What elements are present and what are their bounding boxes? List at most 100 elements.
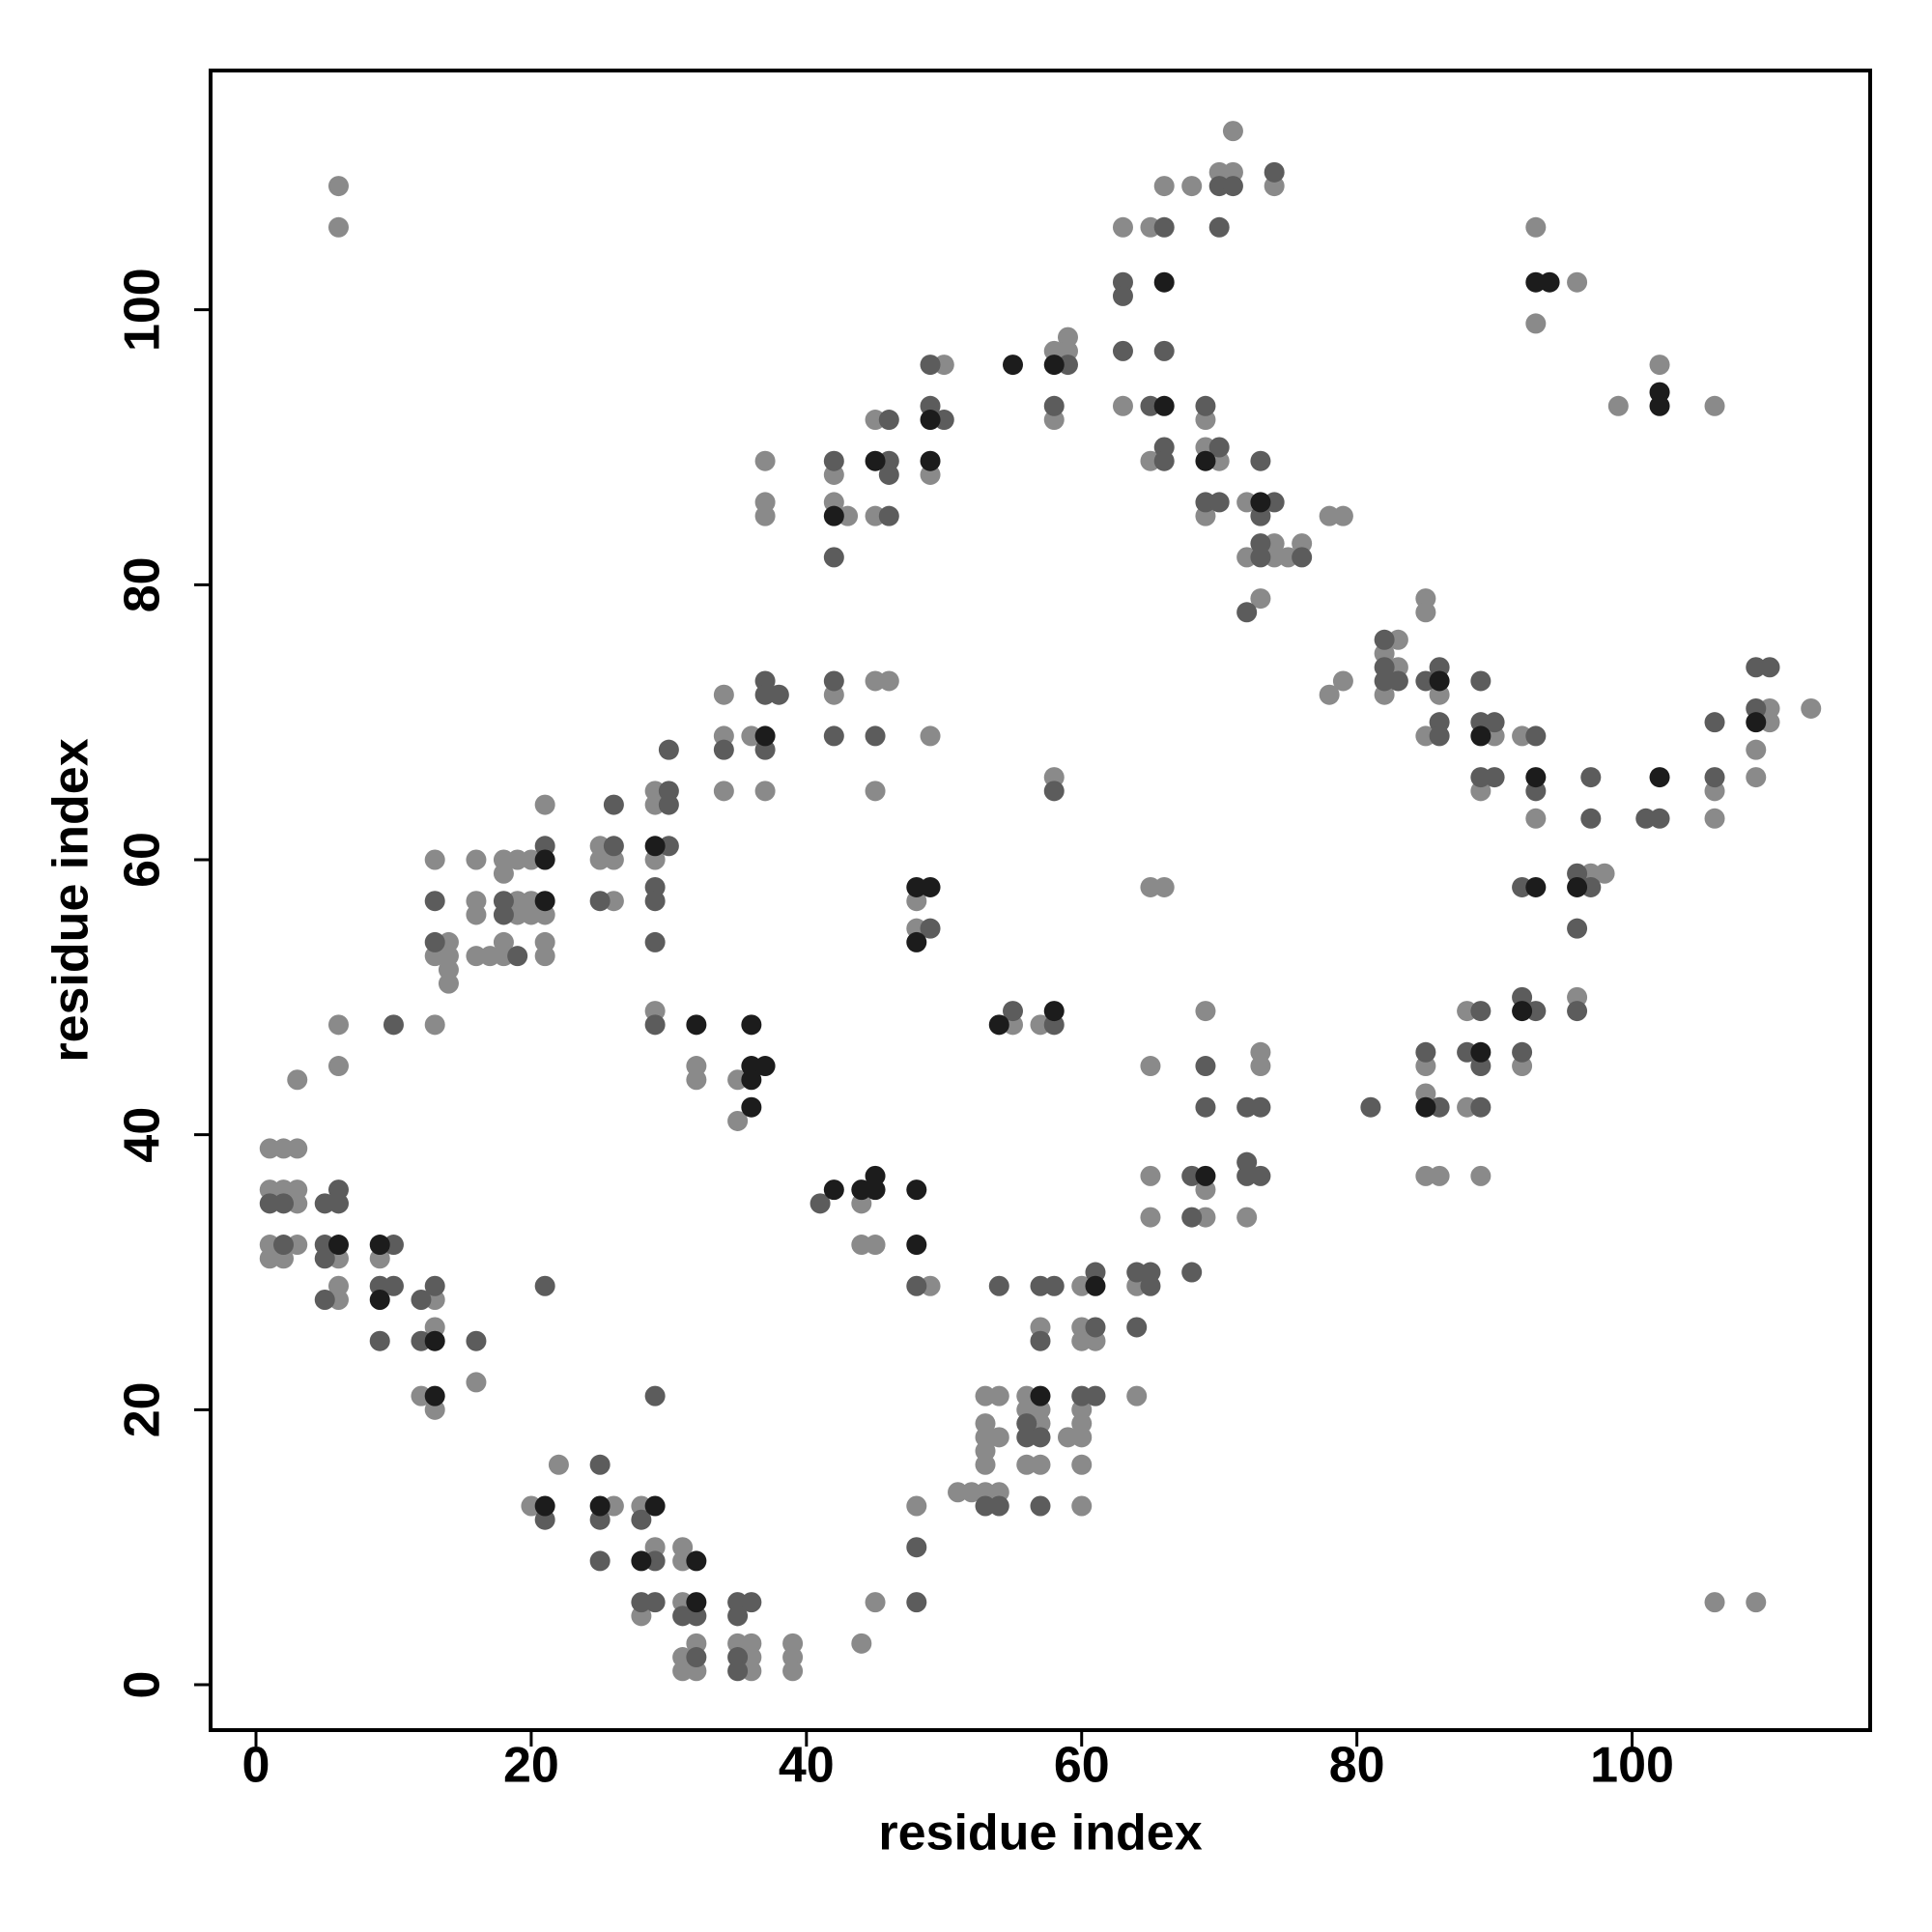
point <box>741 1069 762 1091</box>
point <box>878 410 899 431</box>
point <box>878 464 899 485</box>
point <box>1153 395 1175 416</box>
point <box>1140 1207 1161 1228</box>
point <box>741 1096 762 1118</box>
point <box>1649 808 1670 829</box>
point <box>1580 808 1602 829</box>
point <box>823 547 844 568</box>
point <box>534 794 555 815</box>
point <box>1043 1001 1065 1022</box>
point <box>920 410 941 431</box>
point <box>327 1193 349 1214</box>
point <box>1222 176 1243 197</box>
y-tick-label: 80 <box>115 556 171 612</box>
point <box>1153 450 1175 471</box>
point <box>975 1454 996 1475</box>
point <box>1539 271 1560 293</box>
point <box>1181 176 1203 197</box>
point <box>1236 1207 1258 1228</box>
point <box>754 781 776 802</box>
point <box>424 1385 445 1406</box>
point <box>466 904 487 925</box>
point <box>988 1495 1009 1517</box>
point <box>1470 670 1492 692</box>
point <box>631 1509 652 1530</box>
point <box>1525 313 1547 334</box>
point <box>1292 547 1313 568</box>
point <box>1801 697 1822 719</box>
point <box>686 1014 707 1036</box>
point <box>603 794 624 815</box>
point <box>644 931 666 952</box>
point <box>1512 1001 1533 1022</box>
point <box>727 1661 749 1682</box>
point <box>906 1275 927 1296</box>
point <box>1085 1385 1106 1406</box>
y-tick-label: 20 <box>115 1381 171 1437</box>
point <box>906 1592 927 1613</box>
point <box>1140 1165 1161 1186</box>
point <box>1043 781 1065 802</box>
point <box>1250 1096 1271 1118</box>
x-tick-label: 60 <box>1054 1738 1110 1794</box>
point <box>1071 1495 1093 1517</box>
point <box>534 1495 555 1517</box>
point <box>327 1056 349 1077</box>
point <box>314 1289 335 1310</box>
point <box>466 1372 487 1393</box>
point <box>988 1275 1009 1296</box>
point <box>1525 767 1547 788</box>
point <box>1594 863 1615 884</box>
point <box>327 216 349 238</box>
point <box>424 1330 445 1351</box>
x-axis-title: residue index <box>878 1805 1202 1861</box>
point <box>686 1592 707 1613</box>
point <box>920 355 941 376</box>
point <box>865 781 886 802</box>
point <box>1250 450 1271 471</box>
point <box>493 863 514 884</box>
point <box>1387 670 1408 692</box>
point <box>727 1110 749 1131</box>
point <box>1484 712 1505 733</box>
point <box>686 1647 707 1668</box>
point <box>1181 1262 1203 1283</box>
point <box>507 946 528 967</box>
point <box>713 781 734 802</box>
point <box>782 1661 804 1682</box>
point <box>1071 1454 1093 1475</box>
point <box>1319 684 1340 705</box>
point <box>1195 1165 1216 1186</box>
point <box>1470 1165 1492 1186</box>
point <box>658 794 679 815</box>
point <box>314 1248 335 1269</box>
point <box>1704 767 1725 788</box>
point <box>1250 588 1271 610</box>
point <box>1332 670 1353 692</box>
point <box>1153 176 1175 197</box>
point <box>1208 492 1230 513</box>
point <box>589 1495 611 1517</box>
point <box>493 904 514 925</box>
point <box>1704 712 1725 733</box>
point <box>589 891 611 912</box>
point <box>1112 216 1133 238</box>
point <box>1525 876 1547 897</box>
point <box>534 849 555 870</box>
point <box>1759 657 1780 678</box>
point <box>603 836 624 857</box>
y-tick-label: 40 <box>115 1107 171 1163</box>
point <box>1250 492 1271 513</box>
point <box>754 505 776 526</box>
point <box>865 725 886 747</box>
point <box>906 1537 927 1558</box>
point <box>878 670 899 692</box>
x-tick-label: 0 <box>242 1738 270 1794</box>
point <box>1250 1056 1271 1077</box>
point <box>1195 395 1216 416</box>
point <box>424 891 445 912</box>
point <box>906 931 927 952</box>
point <box>1704 808 1725 829</box>
point <box>424 1014 445 1036</box>
